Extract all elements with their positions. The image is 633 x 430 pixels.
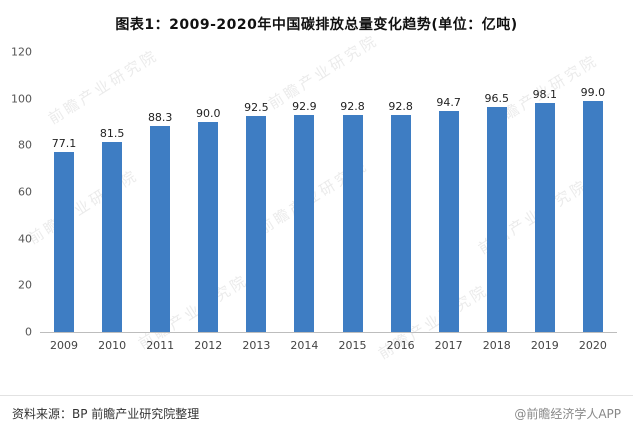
bar-group: 92.8 xyxy=(328,52,376,332)
bar-value-label: 90.0 xyxy=(196,107,221,120)
chart-plot-column: 77.1 81.5 88.3 90.0 92.5 92.9 92.8 92.8 94.7 96.5… xyxy=(40,52,617,357)
bar xyxy=(342,115,363,332)
bar-group: 92.8 xyxy=(377,52,425,332)
y-tick-label: 20 xyxy=(18,278,32,292)
chart-title: 图表1：2009-2020年中国碳排放总量变化趋势(单位：亿吨) xyxy=(115,17,518,33)
x-tick-label: 2009 xyxy=(50,338,79,352)
bar xyxy=(582,101,603,332)
bar xyxy=(246,116,267,332)
footer: 资料来源：BP 前瞻产业研究院整理 @前瞻经济学人APP xyxy=(0,395,633,422)
bar xyxy=(102,141,123,332)
bar-value-label: 81.5 xyxy=(99,126,125,140)
y-tick-label: 100 xyxy=(11,92,32,106)
bar xyxy=(486,106,507,332)
bar xyxy=(198,122,219,332)
bar-value-label: 98.1 xyxy=(532,88,558,102)
bar-group: 88.3 xyxy=(136,52,184,332)
x-tick-label: 2015 xyxy=(338,338,367,352)
x-tick-label: 2020 xyxy=(578,338,607,352)
bar-group: 77.1 xyxy=(40,52,88,332)
x-tick-label: 2016 xyxy=(386,338,415,352)
y-tick-label: 0 xyxy=(25,325,32,339)
y-tick-label: 40 xyxy=(18,232,32,246)
bar xyxy=(294,115,315,332)
bar-value-label: 77.1 xyxy=(51,137,77,151)
bar-value-label: 96.5 xyxy=(484,91,509,105)
x-tick-label: 2019 xyxy=(530,338,559,352)
bar xyxy=(150,125,171,332)
bar xyxy=(438,111,459,332)
bar-value-label: 99.0 xyxy=(580,86,606,99)
bar-group: 81.5 xyxy=(88,52,136,332)
x-tick-label: 2010 xyxy=(98,338,127,352)
y-tick-label: 80 xyxy=(18,138,32,152)
bar-group: 99.0 xyxy=(569,52,617,332)
bar-value-label: 92.9 xyxy=(292,100,317,114)
bar-value-label: 94.7 xyxy=(436,96,461,110)
credit-text: @前瞻经济学人APP xyxy=(514,407,621,421)
plot-area: 77.1 81.5 88.3 90.0 92.5 92.9 92.8 92.8 94.7 96.5… xyxy=(40,52,617,333)
y-tick-label: 60 xyxy=(18,185,32,199)
y-tick-label: 120 xyxy=(11,45,32,59)
bar xyxy=(534,103,555,332)
x-tick-label: 2017 xyxy=(434,338,463,352)
bar-value-label: 92.8 xyxy=(340,100,365,114)
x-axis: 2009 2010 2011 2012 2013 2014 2015 2016 2017 2018… xyxy=(40,333,617,357)
bar-group: 92.5 xyxy=(232,52,280,332)
source-text: 资料来源：BP 前瞻产业研究院整理 xyxy=(12,407,200,421)
x-tick-label: 2018 xyxy=(482,338,511,352)
bar-value-label: 88.3 xyxy=(147,110,173,124)
bar-chart: 0 20 40 60 80 100 120 77.1 81.5 88.3 90.0 92.5 92.9… xyxy=(10,47,617,357)
bar xyxy=(54,152,75,332)
bar-group: 94.7 xyxy=(425,52,473,332)
bar-group: 90.0 xyxy=(184,52,232,332)
x-tick-label: 2012 xyxy=(194,338,223,352)
x-tick-label: 2011 xyxy=(146,338,175,352)
bar-group: 96.5 xyxy=(473,52,521,332)
y-axis: 0 20 40 60 80 100 120 xyxy=(10,47,40,338)
x-tick-label: 2013 xyxy=(242,338,271,352)
bar-group: 98.1 xyxy=(521,52,569,332)
bar xyxy=(390,115,411,332)
bar-value-label: 92.5 xyxy=(244,101,269,115)
x-tick-label: 2014 xyxy=(290,338,319,352)
bar-group: 92.9 xyxy=(280,52,328,332)
bar-value-label: 92.8 xyxy=(388,100,413,114)
